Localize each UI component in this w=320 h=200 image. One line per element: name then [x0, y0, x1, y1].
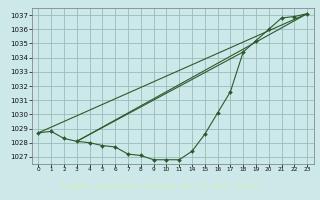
- Text: Graphe pression niveau de la mer (hPa): Graphe pression niveau de la mer (hPa): [60, 182, 260, 191]
